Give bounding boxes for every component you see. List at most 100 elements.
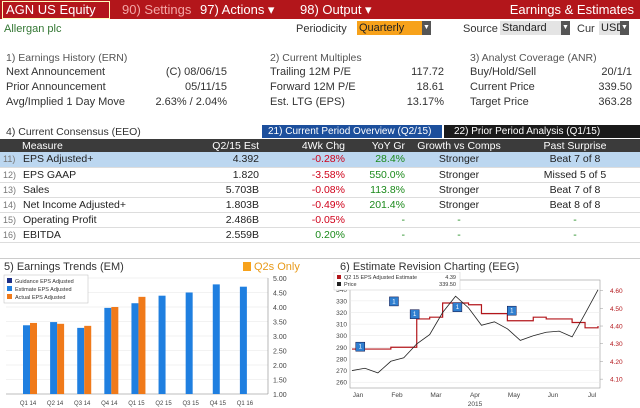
x-tick-label: Q1 14: [20, 401, 37, 407]
price-series-line: [351, 289, 599, 374]
row-number: 16): [3, 229, 17, 240]
measure-cell: 12) EPS GAAP: [0, 167, 200, 183]
y-left-tick-label: 320: [336, 310, 347, 317]
y-right-tick-label: 4.20: [610, 359, 623, 366]
four-week-change-cell: -0.28%: [262, 152, 348, 168]
four-week-change-cell: -0.08%: [262, 182, 348, 198]
avg-implied-move-label: Avg/Implied 1 Day Move: [6, 96, 126, 108]
past-surprise-cell: -: [510, 212, 640, 228]
legend-label: Q2 15 EPS Adjusted Estimate: [344, 275, 417, 281]
x-tick-label: Apr: [470, 392, 481, 399]
x-tick-label: May: [508, 392, 521, 399]
estimate-bar: [50, 322, 58, 394]
x-tick-label: Q4 14: [101, 401, 118, 407]
next-announcement-value: (C) 08/06/15: [165, 66, 227, 78]
measure-cell: 14) Net Income Adjusted+: [0, 197, 200, 213]
row-number: 14): [3, 199, 17, 210]
table-header-row: Measure Q2/15 Est 4Wk Chg YoY Gr Growth …: [0, 139, 640, 152]
four-week-change-cell: 0.20%: [262, 227, 348, 243]
table-row[interactable]: 11) EPS Adjusted+ 4.392 -0.28% 28.4% Stronger…: [0, 152, 640, 168]
source-select[interactable]: Standard ▼: [500, 21, 570, 35]
measure-label: Operating Profit: [23, 213, 97, 226]
y-left-tick-label: 340: [336, 287, 347, 294]
actions-menu[interactable]: 97) Actions ▾: [200, 2, 275, 17]
past-surprise-cell: -: [510, 227, 640, 243]
periodicity-select[interactable]: Quarterly ▼: [357, 21, 431, 35]
x-axis-year-label: 2015: [468, 401, 483, 408]
output-menu[interactable]: 98) Output ▾: [300, 2, 372, 17]
table-row[interactable]: 15) Operating Profit 2.486B -0.05% - - -: [0, 212, 640, 228]
measure-label: Sales: [23, 183, 50, 196]
yoy-growth-cell: 28.4%: [348, 152, 408, 168]
measure-cell: 15) Operating Profit: [0, 212, 200, 228]
current-price-label: Current Price: [470, 81, 535, 93]
currency-select[interactable]: USD ▼: [599, 21, 629, 35]
table-row[interactable]: 14) Net Income Adjusted+ 1.803B -0.49% 201.4…: [0, 197, 640, 213]
legend-label: Estimate EPS Adjusted: [15, 287, 72, 293]
x-tick-label: Q4 15: [210, 401, 227, 407]
row-number: 13): [3, 184, 17, 195]
estimate-bar: [77, 327, 85, 394]
event-marker-label: 1: [510, 309, 514, 315]
earnings-trends-title[interactable]: 5) Earnings Trends (EM): [4, 261, 124, 273]
current-price-value: 339.50: [598, 81, 632, 93]
target-price-label: Target Price: [470, 96, 529, 108]
legend-swatch: [337, 282, 341, 286]
table-row[interactable]: 16) EBITDA 2.559B 0.20% - - -: [0, 227, 640, 243]
top-toolbar: [0, 0, 640, 19]
y-left-tick-label: 290: [336, 345, 347, 352]
checkbox-icon[interactable]: [243, 262, 251, 271]
event-marker-icon: [409, 309, 420, 319]
actual-bar: [30, 322, 37, 394]
measure-cell: 16) EBITDA: [0, 227, 200, 243]
y-tick-label: 2.00: [273, 363, 287, 370]
y-left-tick-label: 330: [336, 298, 347, 305]
tab-prior-period[interactable]: 22) Prior Period Analysis (Q1/15): [444, 125, 640, 138]
table-row[interactable]: 12) EPS GAAP 1.820 -3.58% 550.0% Stronger Miss…: [0, 167, 640, 183]
legend-swatch: [7, 278, 12, 283]
tab-current-period[interactable]: 21) Current Period Overview (Q2/15): [262, 125, 442, 138]
actual-bar: [138, 296, 146, 394]
ticker-field[interactable]: AGN US Equity: [2, 1, 110, 19]
y-tick-label: 4.50: [273, 291, 287, 298]
buy-hold-sell-value: 20/1/1: [601, 66, 632, 78]
actual-bar: [84, 325, 92, 394]
measure-label: Net Income Adjusted+: [23, 198, 127, 211]
col-measure: Measure: [0, 139, 200, 152]
x-tick-label: Q3 15: [182, 401, 199, 407]
event-marker-icon: [355, 341, 366, 352]
settings-menu[interactable]: 90) Settings: [122, 2, 192, 17]
four-week-change-cell: -0.49%: [262, 197, 348, 213]
periodicity-value: Quarterly: [359, 22, 405, 34]
four-week-change-cell: -3.58%: [262, 167, 348, 183]
earnings-history-title[interactable]: 1) Earnings History (ERN): [6, 52, 128, 64]
growth-vs-comps-cell: Stronger: [408, 152, 510, 168]
table-row[interactable]: 13) Sales 5.703B -0.08% 113.8% Stronger Beat 7…: [0, 182, 640, 198]
y-right-tick-label: 4.50: [610, 306, 623, 313]
estimate-revision-title[interactable]: 6) Estimate Revision Charting (EEG): [340, 261, 520, 273]
source-value: Standard: [502, 22, 547, 34]
y-tick-label: 5.00: [273, 276, 287, 283]
estimate-cell: 1.820: [200, 167, 262, 183]
event-marker-icon: [507, 305, 517, 316]
page-title: Earnings & Estimates: [509, 2, 634, 17]
actual-bar: [111, 307, 119, 394]
current-consensus-title[interactable]: 4) Current Consensus (EEO): [6, 126, 141, 138]
q2s-only-toggle[interactable]: Q2s Only: [254, 261, 300, 273]
y-right-tick-label: 4.60: [610, 288, 623, 295]
x-tick-label: Q2 15: [155, 401, 172, 407]
yoy-growth-cell: -: [348, 212, 408, 228]
legend-box: [3, 274, 89, 304]
estimate-cell: 1.803B: [200, 197, 262, 213]
col-yoy: YoY Gr: [348, 139, 408, 152]
chevron-down-icon: ▼: [561, 21, 570, 35]
analyst-coverage-title[interactable]: 3) Analyst Coverage (ANR): [470, 52, 597, 64]
consensus-table: Measure Q2/15 Est 4Wk Chg YoY Gr Growth …: [0, 139, 640, 243]
growth-vs-comps-cell: -: [408, 227, 510, 243]
yoy-growth-cell: -: [348, 227, 408, 243]
past-surprise-cell: Beat 7 of 8: [510, 182, 640, 198]
prior-announcement-label: Prior Announcement: [6, 81, 106, 93]
source-label: Source: [463, 23, 498, 35]
estimate-cell: 4.392: [200, 152, 262, 168]
x-tick-label: Jun: [548, 392, 559, 399]
